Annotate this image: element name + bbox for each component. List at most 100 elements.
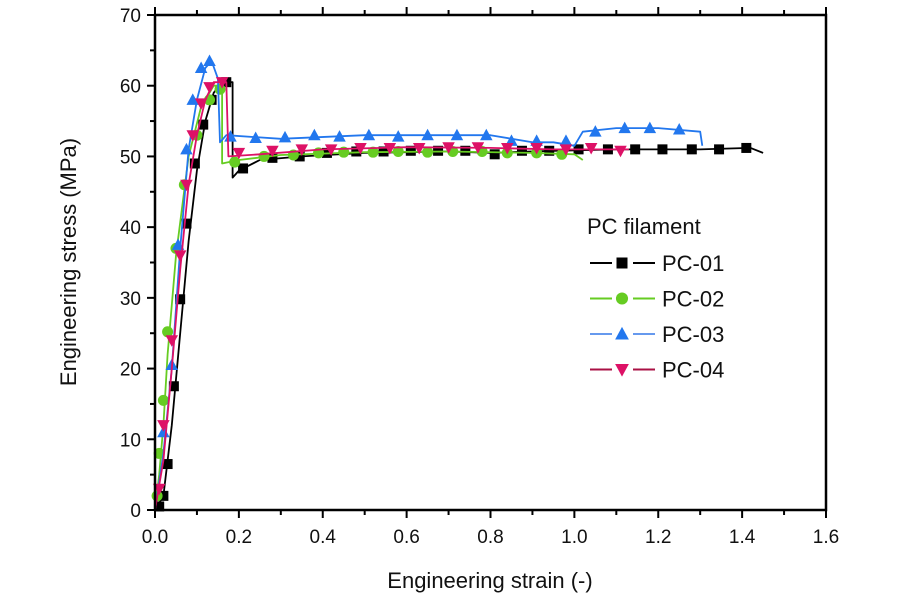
data-point [157,394,169,406]
y-tick-label: 70 [120,6,141,27]
data-point [181,218,192,229]
data-point [229,156,241,168]
data-point [180,179,193,192]
data-point [422,146,434,158]
data-point [584,142,598,155]
x-tick-label: 0.6 [393,527,419,548]
x-tick-label: 0.0 [142,527,168,548]
data-point [421,128,434,141]
data-point [158,490,169,501]
data-point [362,128,376,141]
data-point [238,163,249,174]
series-pc-04 [152,77,629,511]
legend-item-pc-04: PC-04 [590,358,724,383]
data-point [442,142,455,154]
legend-item-pc-02: PC-02 [590,287,724,312]
legend-label: PC-04 [662,358,724,383]
legend-item-pc-01: PC-01 [590,251,724,276]
data-point [489,149,500,160]
data-point [630,144,641,155]
data-point [153,447,165,459]
data-point [294,151,305,162]
y-tick-label: 50 [120,147,141,168]
data-point [392,145,404,157]
data-point [198,119,209,130]
data-point [460,145,471,156]
data-point [516,145,527,156]
data-point [249,131,262,144]
data-point [480,128,493,141]
legend-marker-icon [615,292,629,305]
data-point [157,420,170,432]
data-point [186,93,199,105]
data-point [383,142,397,155]
data-point [180,142,193,155]
axes-layer: 0.0 0.2 0.4 0.6 0.8 1.0 1.2 1.4 1.6 0 10 20 30 40 50 60… [120,6,839,548]
data-point [351,146,362,157]
data-point [614,145,627,158]
data-point [194,98,208,110]
y-tick-label: 0 [130,501,141,522]
data-point [203,54,216,66]
x-tick-label: 0.8 [477,527,503,548]
data-point [354,142,367,155]
series-line [154,60,704,511]
data-point [412,142,426,155]
y-tick-label: 30 [120,289,141,310]
data-point [544,145,555,156]
data-point [258,150,270,162]
plot-frame [153,13,828,512]
data-point [162,459,173,470]
legend-marker-icon [616,257,628,269]
legend-item-pc-03: PC-03 [590,322,724,347]
legend-label: PC-02 [662,287,724,312]
data-point [589,125,602,137]
data-point [672,123,686,135]
data-point [324,144,338,156]
data-point [333,130,346,142]
data-point [741,142,752,153]
series-pc-03 [154,54,704,511]
x-tick-label: 1.0 [561,527,587,548]
data-point [405,145,416,156]
data-point [168,381,179,392]
data-point [559,134,573,146]
data-point [714,144,725,155]
data-point [154,501,165,512]
data-point [173,250,187,262]
data-point [367,146,379,158]
x-tick-label: 0.4 [310,527,337,548]
data-point [686,144,697,155]
legend-marker-icon [615,364,629,377]
data-point [203,82,216,94]
x-tick-label: 1.2 [645,527,671,548]
data-point [657,144,668,155]
data-point [194,61,208,74]
data-point [189,158,200,169]
data-point [308,128,321,141]
x-tick-label: 0.2 [226,527,252,548]
data-point [266,145,279,158]
data-point [643,121,657,134]
data-point [530,142,543,155]
x-tick-label: 1.4 [729,527,756,548]
legend: PC filament PC-01 PC-02 PC-03 PC-04 [587,214,724,383]
legend-label: PC-01 [662,251,724,276]
y-tick-label: 60 [120,77,141,98]
data-point [278,130,292,143]
data-point [391,130,405,142]
data-point [501,142,514,155]
x-tick-label: 1.6 [813,527,839,548]
series-line [154,81,629,511]
data-point [162,326,174,338]
data-point [186,130,199,142]
data-point [295,144,309,156]
y-tick-label: 40 [120,218,141,239]
data-point [215,77,229,89]
x-axis-label: Engineering strain (-) [387,568,592,593]
data-point [232,147,246,160]
y-axis-label: Engineering stress (MPa) [56,138,81,386]
legend-marker-icon [615,326,629,340]
data-point [171,238,185,250]
